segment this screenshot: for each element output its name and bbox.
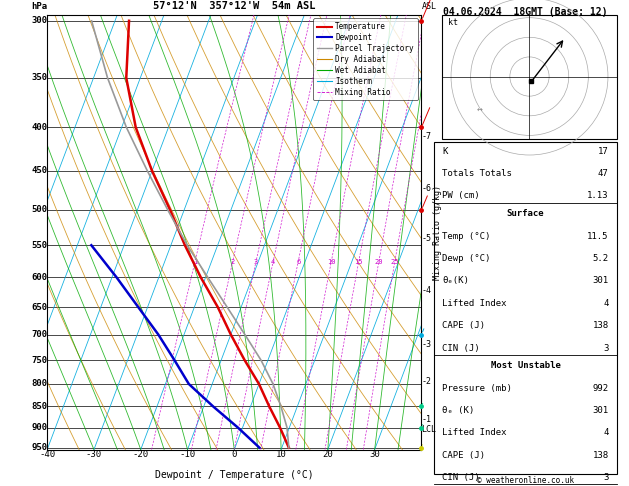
Text: 950: 950 (31, 443, 47, 452)
Text: 0: 0 (231, 450, 237, 459)
Text: 350: 350 (31, 73, 47, 83)
Text: -10: -10 (179, 450, 196, 459)
Text: CIN (J): CIN (J) (442, 473, 480, 482)
Text: CAPE (J): CAPE (J) (442, 451, 486, 460)
Text: 4: 4 (603, 429, 609, 437)
Text: Totals Totals: Totals Totals (442, 169, 512, 178)
Text: 6: 6 (296, 259, 300, 265)
Text: 650: 650 (31, 303, 47, 312)
Text: Surface: Surface (507, 209, 544, 218)
Text: 10: 10 (276, 450, 286, 459)
Text: 450: 450 (31, 166, 47, 175)
Text: km
ASL: km ASL (421, 0, 437, 11)
Legend: Temperature, Dewpoint, Parcel Trajectory, Dry Adiabat, Wet Adiabat, Isotherm, Mi: Temperature, Dewpoint, Parcel Trajectory… (313, 18, 418, 101)
Text: LCL: LCL (421, 425, 437, 434)
Text: 3: 3 (254, 259, 258, 265)
Text: 800: 800 (31, 380, 47, 388)
Text: 20: 20 (375, 259, 383, 265)
Text: 3: 3 (603, 344, 609, 352)
Text: 4: 4 (603, 299, 609, 308)
Text: 17: 17 (598, 147, 609, 156)
Text: 600: 600 (31, 273, 47, 282)
Text: 57°12'N  357°12'W  54m ASL: 57°12'N 357°12'W 54m ASL (153, 1, 316, 11)
Text: -4: -4 (421, 286, 431, 295)
Bar (435, 142, 616, 474)
Text: -2: -2 (421, 377, 431, 386)
Text: 850: 850 (31, 402, 47, 411)
Text: 900: 900 (31, 423, 47, 432)
Text: 1: 1 (193, 259, 197, 265)
Text: 1.13: 1.13 (587, 191, 609, 201)
Text: CIN (J): CIN (J) (442, 344, 480, 352)
Text: 138: 138 (593, 321, 609, 330)
Bar (442, 15, 616, 139)
Text: PW (cm): PW (cm) (442, 191, 480, 201)
Text: Mixing Ratio (g/kg): Mixing Ratio (g/kg) (433, 185, 442, 279)
Text: 138: 138 (593, 451, 609, 460)
Text: 400: 400 (31, 123, 47, 132)
Text: Lifted Index: Lifted Index (442, 299, 507, 308)
Text: 750: 750 (31, 356, 47, 364)
Text: ↔: ↔ (477, 107, 483, 114)
Text: 301: 301 (593, 406, 609, 415)
Text: CAPE (J): CAPE (J) (442, 321, 486, 330)
Text: -40: -40 (39, 450, 55, 459)
Text: Pressure (mb): Pressure (mb) (442, 384, 512, 393)
Text: 550: 550 (31, 241, 47, 250)
Text: 04.06.2024  18GMT (Base: 12): 04.06.2024 18GMT (Base: 12) (443, 7, 608, 17)
Text: Dewpoint / Temperature (°C): Dewpoint / Temperature (°C) (155, 470, 314, 480)
Text: 300: 300 (31, 17, 47, 25)
Text: 3: 3 (603, 473, 609, 482)
Text: 15: 15 (355, 259, 363, 265)
Text: Dewp (°C): Dewp (°C) (442, 254, 491, 263)
Text: -30: -30 (86, 450, 102, 459)
Text: Temp (°C): Temp (°C) (442, 232, 491, 241)
Text: -5: -5 (421, 234, 431, 243)
Text: © weatheronline.co.uk: © weatheronline.co.uk (477, 476, 574, 486)
Text: hPa: hPa (31, 2, 47, 11)
Text: θₑ (K): θₑ (K) (442, 406, 474, 415)
Text: 47: 47 (598, 169, 609, 178)
Text: -6: -6 (421, 184, 431, 193)
Text: -1: -1 (421, 415, 431, 424)
Text: 500: 500 (31, 206, 47, 214)
Text: -20: -20 (133, 450, 149, 459)
Text: Most Unstable: Most Unstable (491, 362, 560, 370)
Text: 4: 4 (271, 259, 276, 265)
Text: Lifted Index: Lifted Index (442, 429, 507, 437)
Text: K: K (442, 147, 448, 156)
Text: -3: -3 (421, 341, 431, 349)
Text: 2: 2 (230, 259, 235, 265)
Text: 301: 301 (593, 277, 609, 285)
Text: 700: 700 (31, 330, 47, 339)
Text: 5.2: 5.2 (593, 254, 609, 263)
Text: 11.5: 11.5 (587, 232, 609, 241)
Text: kt: kt (448, 18, 459, 28)
Text: 992: 992 (593, 384, 609, 393)
Text: 20: 20 (323, 450, 333, 459)
Text: θₑ(K): θₑ(K) (442, 277, 469, 285)
Text: 30: 30 (369, 450, 380, 459)
Text: 10: 10 (327, 259, 335, 265)
Text: -7: -7 (421, 132, 431, 141)
Text: 25: 25 (391, 259, 399, 265)
